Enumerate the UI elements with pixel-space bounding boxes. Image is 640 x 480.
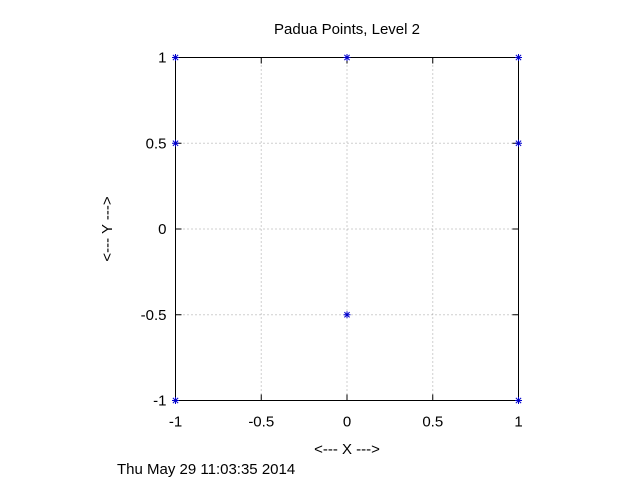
x-tick-label: 0.5 — [422, 414, 443, 431]
plot-frame — [175, 57, 519, 401]
x-tick-label: -0.5 — [248, 414, 274, 431]
data-point — [172, 397, 179, 404]
x-axis-label: <--- X ---> — [314, 441, 380, 458]
y-tick-label: 1 — [158, 50, 166, 67]
data-point — [172, 54, 179, 61]
data-point — [343, 311, 351, 319]
y-tick-label: -0.5 — [141, 307, 167, 324]
y-tick-label: 0 — [158, 221, 166, 238]
axis-ticks: -1 -0.5 0 0.5 1 -1 -0.5 0 0.5 1 — [141, 50, 523, 431]
y-axis-label: <--- Y ---> — [99, 196, 116, 262]
data-point — [515, 139, 522, 147]
grid-lines — [175, 57, 519, 401]
data-point — [515, 397, 522, 404]
data-point — [515, 54, 522, 61]
x-tick-label: 1 — [514, 414, 522, 431]
x-tick-label: -1 — [169, 414, 182, 431]
timestamp: Thu May 29 11:03:35 2014 — [117, 461, 296, 478]
x-tick-label: 0 — [343, 414, 351, 431]
y-tick-label: -1 — [153, 393, 166, 410]
data-point — [343, 54, 351, 61]
data-points — [172, 54, 522, 404]
chart-title: Padua Points, Level 2 — [274, 21, 420, 38]
data-point — [172, 139, 179, 147]
y-tick-label: 0.5 — [146, 135, 167, 152]
